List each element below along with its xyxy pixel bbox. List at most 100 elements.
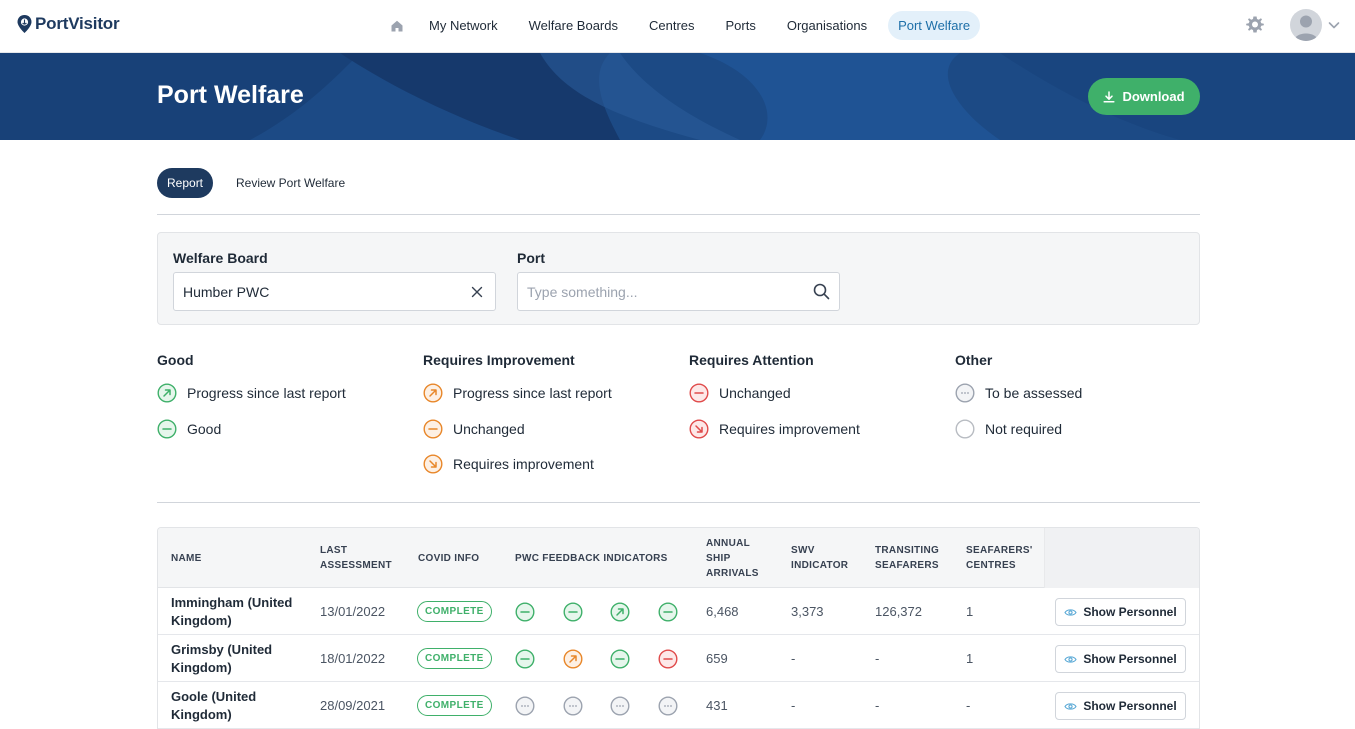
status-badge: COMPLETE [417, 648, 492, 669]
legend-item: Requires improvement [423, 454, 612, 474]
swv-indicator: - [791, 651, 796, 666]
pwc-indicator[interactable] [563, 682, 583, 729]
transiting-seafarers: - [875, 698, 880, 713]
col-covid-info[interactable]: COVID INFO [418, 552, 480, 564]
green-flat-icon [658, 602, 678, 622]
search-icon[interactable] [812, 283, 830, 301]
table-row[interactable]: Goole (United Kingdom) 28/09/2021 COMPLETE 4… [158, 682, 1199, 729]
green-flat-icon [610, 649, 630, 669]
divider [157, 502, 1200, 503]
seafarers-centres: 1 [966, 651, 974, 666]
nav-my-network[interactable]: My Network [429, 18, 498, 33]
green-flat-icon [515, 602, 535, 622]
pwc-indicator[interactable] [515, 635, 535, 682]
empty-circle-icon [955, 419, 975, 439]
col-pwc-feedback: PWC FEEDBACK INDICATORS [515, 552, 668, 564]
legend-item-label: Progress since last report [187, 385, 346, 401]
avatar[interactable] [1290, 9, 1322, 41]
legend-improvement-title: Requires Improvement [423, 352, 575, 368]
nav-port-welfare[interactable]: Port Welfare [888, 11, 981, 40]
legend-item: Unchanged [423, 419, 612, 439]
pwc-indicator[interactable] [515, 682, 535, 729]
nav-ports[interactable]: Ports [725, 18, 756, 33]
port-search-input[interactable]: Type something... [517, 272, 840, 311]
download-button[interactable]: Download [1088, 78, 1200, 115]
show-personnel-label: Show Personnel [1083, 699, 1177, 713]
location-pin-icon [17, 15, 32, 33]
col-annual-ship-arrivals[interactable]: ANNUAL SHIP ARRIVALS [706, 537, 759, 579]
swv-indicator: - [791, 698, 796, 713]
brand-name: PortVisitor [35, 14, 120, 33]
col-name[interactable]: NAME [171, 552, 202, 564]
legend-item-label: To be assessed [985, 385, 1083, 401]
chevron-down-icon[interactable] [1327, 18, 1341, 32]
pwc-indicator[interactable] [610, 588, 630, 635]
welfare-board-select[interactable]: Humber PWC [173, 272, 496, 311]
legend-item: Requires improvement [689, 419, 860, 439]
pwc-indicator[interactable] [563, 635, 583, 682]
pwc-indicator[interactable] [610, 682, 630, 729]
annual-ship-arrivals: 431 [706, 698, 728, 713]
eye-icon [1064, 655, 1077, 663]
green-flat-icon [515, 649, 535, 669]
port-name[interactable]: Immingham (United Kingdom) [171, 594, 293, 628]
table-row[interactable]: Immingham (United Kingdom) 13/01/2022 COMPL… [158, 588, 1199, 635]
pwc-indicator[interactable] [658, 588, 678, 635]
col-transiting-seafarers[interactable]: TRANSITING SEAFARERS [875, 545, 940, 571]
tab-report[interactable]: Report [157, 168, 214, 198]
legend-requires-attention: Requires Attention Unchanged Requires im… [689, 352, 860, 454]
port-name[interactable]: Grimsby (United Kingdom) [171, 641, 273, 675]
pwc-indicator[interactable] [515, 588, 535, 635]
nav-welfare-boards[interactable]: Welfare Boards [528, 18, 618, 33]
seafarers-centres: 1 [966, 604, 974, 619]
home-icon[interactable] [383, 11, 411, 40]
portvisitor-logo[interactable]: PortVisitor [16, 14, 120, 34]
welfare-board-value: Humber PWC [183, 283, 270, 300]
show-personnel-button[interactable]: Show Personnel [1055, 645, 1186, 673]
legend-item-label: Unchanged [453, 420, 525, 437]
col-actions [1044, 528, 1199, 588]
legend-item-label: Not required [985, 420, 1063, 437]
main-nav: My Network Welfare Boards Centres Ports … [383, 11, 991, 40]
pwc-indicator[interactable] [658, 682, 678, 729]
gear-icon[interactable] [1245, 15, 1265, 35]
annual-ship-arrivals: 6,468 [706, 604, 739, 619]
orange-up-arrow-icon [423, 383, 443, 403]
grey-dots-icon [515, 696, 535, 716]
transiting-seafarers: 126,372 [875, 604, 922, 619]
col-last-assessment[interactable]: LAST ASSESSMENT [320, 545, 392, 571]
filter-panel: Welfare Board Humber PWC Port Type somet… [157, 232, 1200, 325]
legend-item-label: Progress since last report [453, 385, 612, 401]
show-personnel-button[interactable]: Show Personnel [1055, 692, 1186, 720]
table-header: NAME LAST ASSESSMENT COVID INFO PWC FEEDB… [158, 528, 1199, 588]
legend-good-title: Good [157, 352, 194, 368]
legend-item: To be assessed [955, 383, 1082, 403]
pwc-indicator[interactable] [563, 588, 583, 635]
covid-cell: COMPLETE [417, 682, 492, 729]
col-swv-indicator[interactable]: SWV INDICATOR [791, 545, 849, 571]
nav-centres[interactable]: Centres [648, 18, 695, 33]
table-row[interactable]: Grimsby (United Kingdom) 18/01/2022 COMPLET… [158, 635, 1199, 682]
grey-dots-icon [610, 696, 630, 716]
last-assessment-date: 13/01/2022 [320, 604, 386, 619]
clear-icon[interactable] [468, 283, 486, 301]
swv-indicator: 3,373 [791, 604, 824, 619]
col-seafarers-centres[interactable]: SEAFARERS' CENTRES [966, 545, 1033, 571]
orange-flat-icon [423, 419, 443, 439]
port-welfare-table: NAME LAST ASSESSMENT COVID INFO PWC FEEDB… [157, 527, 1200, 729]
orange-up-icon [563, 649, 583, 669]
tab-review-port-welfare[interactable]: Review Port Welfare [236, 176, 346, 190]
nav-organisations[interactable]: Organisations [786, 18, 868, 33]
show-personnel-label: Show Personnel [1083, 652, 1177, 666]
download-icon [1103, 90, 1115, 103]
legend-item-label: Requires improvement [453, 456, 594, 472]
green-up-icon [610, 602, 630, 622]
red-flat-icon [689, 383, 709, 403]
eye-icon [1064, 702, 1077, 710]
port-name[interactable]: Goole (United Kingdom) [171, 688, 257, 722]
pwc-indicator[interactable] [658, 635, 678, 682]
show-personnel-button[interactable]: Show Personnel [1055, 598, 1186, 626]
seafarers-centres: - [966, 698, 971, 713]
eye-icon [1064, 608, 1077, 616]
pwc-indicator[interactable] [610, 635, 630, 682]
